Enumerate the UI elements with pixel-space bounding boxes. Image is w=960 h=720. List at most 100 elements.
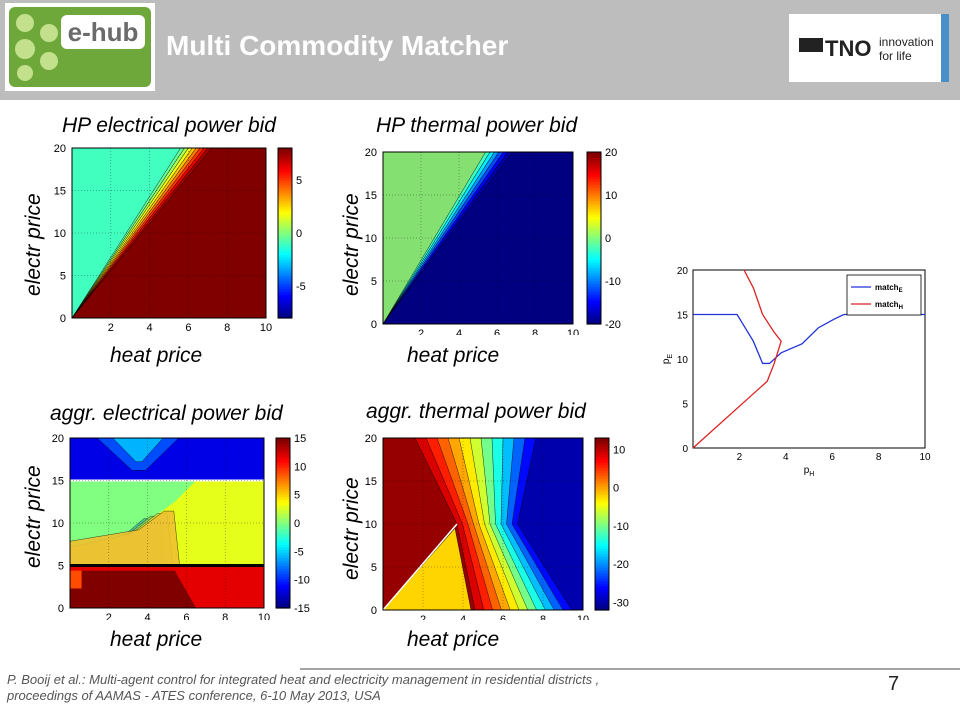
x-tick-label: 2 bbox=[420, 614, 426, 620]
series-line-match_E bbox=[693, 313, 925, 365]
chart-xlabel: heat price bbox=[110, 344, 203, 367]
colorbar-segment bbox=[276, 475, 290, 479]
colorbar-segment bbox=[587, 227, 601, 231]
colorbar-segment bbox=[595, 510, 609, 514]
e-hub-logo: e-hub bbox=[5, 3, 155, 91]
chart-title: HP electrical power bid bbox=[62, 114, 276, 137]
colorbar-segment bbox=[587, 289, 601, 293]
colorbar-segment bbox=[587, 192, 601, 196]
colorbar-segment bbox=[595, 475, 609, 479]
colorbar-tick-label: -10 bbox=[613, 521, 629, 533]
colorbar-segment bbox=[278, 163, 292, 168]
y-tick-label: 10 bbox=[365, 519, 377, 531]
region-bottom-left bbox=[70, 570, 82, 589]
y-tick-label: 5 bbox=[58, 561, 64, 573]
colorbar-segment bbox=[587, 313, 601, 317]
colorbar-segment bbox=[276, 480, 290, 484]
y-tick-label: 20 bbox=[54, 143, 66, 155]
colorbar-segment bbox=[276, 536, 290, 540]
chart-title: aggr. thermal power bid bbox=[366, 400, 586, 423]
colorbar-segment bbox=[276, 509, 290, 513]
colorbar-segment bbox=[587, 232, 601, 236]
colorbar-segment bbox=[276, 584, 290, 588]
colorbar-segment bbox=[595, 481, 609, 485]
colorbar-segment bbox=[278, 217, 292, 221]
x-tick-label: 6 bbox=[183, 612, 189, 620]
colorbar-segment bbox=[595, 505, 609, 509]
colorbar-segment bbox=[276, 560, 290, 564]
colorbar-segment bbox=[587, 176, 601, 180]
citation-line-2: proceedings of AAMAS - ATES conference, … bbox=[7, 688, 381, 703]
colorbar-segment bbox=[587, 211, 601, 215]
colorbar-segment bbox=[587, 243, 601, 247]
colorbar-segment bbox=[276, 472, 290, 476]
colorbar-segment bbox=[587, 235, 601, 239]
legend-label: matchE bbox=[875, 283, 903, 294]
colorbar-segment bbox=[595, 470, 609, 474]
y-tick-label: 0 bbox=[371, 319, 377, 331]
colorbar-segment bbox=[276, 525, 290, 529]
colorbar-segment bbox=[278, 294, 292, 298]
colorbar-segment bbox=[595, 521, 609, 525]
colorbar-tick-label: 0 bbox=[296, 228, 302, 240]
colorbar-segment bbox=[278, 291, 292, 295]
colorbar-segment bbox=[276, 453, 290, 458]
colorbar-segment bbox=[278, 174, 292, 178]
colorbar-segment bbox=[276, 469, 290, 474]
colorbar-segment bbox=[276, 586, 290, 591]
colorbar-segment bbox=[276, 538, 290, 543]
colorbar-segment bbox=[276, 568, 290, 572]
colorbar-segment bbox=[587, 189, 601, 193]
colorbar-segment bbox=[278, 296, 292, 301]
colorbar-segment bbox=[276, 493, 290, 498]
chart-xlabel: heat price bbox=[407, 628, 500, 651]
colorbar-segment bbox=[276, 541, 290, 545]
colorbar-segment bbox=[595, 583, 609, 587]
colorbar-segment bbox=[278, 238, 292, 242]
colorbar-segment bbox=[278, 264, 292, 269]
colorbar-tick-label: 10 bbox=[613, 444, 625, 456]
colorbar-segment bbox=[278, 222, 292, 226]
colorbar-tick-label: 5 bbox=[296, 175, 302, 187]
y-tick-label: 5 bbox=[682, 400, 688, 411]
colorbar-segment bbox=[278, 254, 292, 258]
colorbar-tick-label: -5 bbox=[296, 281, 306, 293]
colorbar-segment bbox=[276, 600, 290, 604]
colorbar-segment bbox=[595, 489, 609, 493]
colorbar-segment bbox=[587, 219, 601, 223]
colorbar-segment bbox=[278, 219, 292, 223]
legend-label-sub: H bbox=[899, 305, 903, 311]
colorbar-segment bbox=[278, 211, 292, 216]
colorbar-segment bbox=[276, 512, 290, 516]
colorbar-segment bbox=[587, 281, 601, 285]
colorbar-segment bbox=[595, 526, 609, 530]
y-tick-label: 0 bbox=[682, 444, 688, 455]
colorbar-segment bbox=[595, 556, 609, 560]
y-tick-label: 5 bbox=[60, 271, 66, 283]
colorbar-segment bbox=[278, 272, 292, 277]
colorbar-segment bbox=[595, 588, 609, 592]
colorbar-segment bbox=[278, 312, 292, 316]
colorbar-segment bbox=[595, 569, 609, 573]
colorbar-segment bbox=[278, 299, 292, 303]
colorbar-segment bbox=[276, 488, 290, 492]
colorbar-segment bbox=[276, 485, 290, 490]
colorbar-segment bbox=[595, 596, 609, 600]
colorbar-segment bbox=[587, 224, 601, 228]
colorbar-segment bbox=[276, 589, 290, 593]
colorbar-segment bbox=[278, 203, 292, 208]
colorbar-segment bbox=[587, 302, 601, 306]
colorbar-segment bbox=[595, 545, 609, 549]
colorbar-segment bbox=[278, 310, 292, 314]
colorbar-segment bbox=[595, 462, 609, 466]
colorbar-segment bbox=[587, 297, 601, 301]
x-tick-label: 6 bbox=[500, 614, 506, 620]
colorbar-segment bbox=[276, 491, 290, 495]
x-axis-label-sub: H bbox=[809, 471, 814, 477]
x-tick-label: 4 bbox=[783, 452, 789, 463]
colorbar-segment bbox=[276, 504, 290, 508]
colorbar-frame bbox=[275, 437, 291, 609]
y-axis-label: pE bbox=[661, 354, 674, 365]
heatmap-regions bbox=[382, 151, 573, 325]
colorbar-segment bbox=[278, 304, 292, 308]
